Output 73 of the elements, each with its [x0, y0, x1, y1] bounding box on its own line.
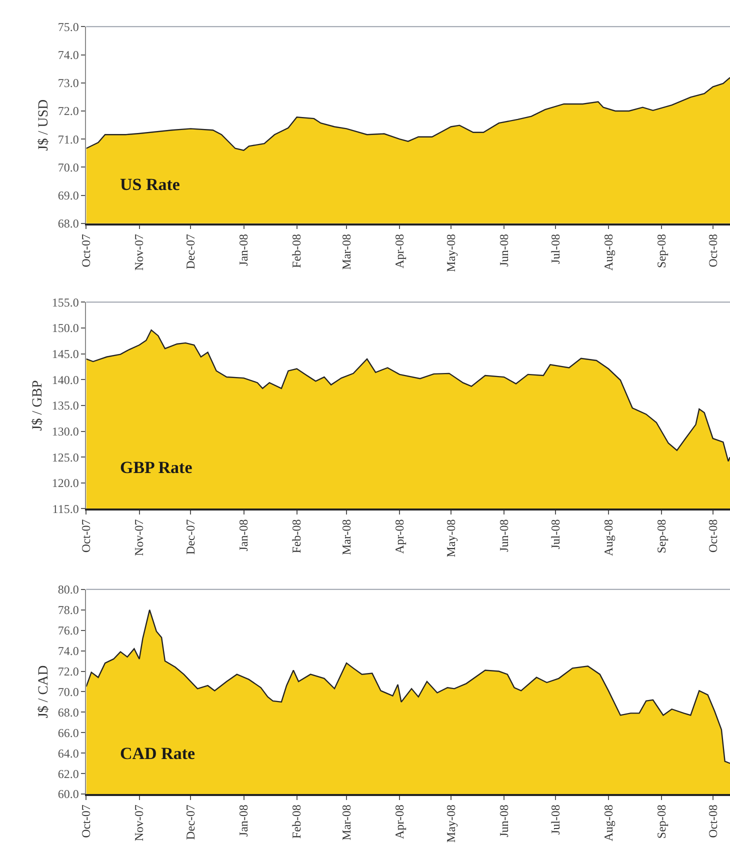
y-tick-label: 72.0 [58, 664, 79, 678]
y-tick-label: 71.0 [58, 132, 79, 146]
x-tick-label: May-08 [444, 234, 458, 272]
y-tick-label: 125.0 [52, 450, 79, 464]
y-axis-title: J$ / USD [36, 99, 52, 151]
x-tick-label: Jan-08 [236, 519, 251, 552]
y-tick-label: 150.0 [52, 321, 79, 336]
x-tick-label: Nov-07 [132, 234, 146, 271]
y-tick-label: 64.0 [58, 746, 79, 760]
x-tick-label: May-08 [444, 519, 458, 558]
x-tick-label: Apr-08 [392, 234, 406, 268]
y-tick-label: 68.0 [58, 216, 79, 231]
y-tick-label: 140.0 [52, 372, 79, 387]
x-tick-label: Jan-08 [236, 804, 251, 837]
x-tick-label: Oct-07 [79, 519, 94, 553]
x-tick-label: Mar-08 [339, 234, 354, 270]
x-tick-label: Nov-07 [132, 519, 146, 556]
x-tick-label: Jun-08 [496, 234, 511, 267]
x-tick-label: Sep-08 [654, 804, 668, 839]
y-tick-label: 72.0 [58, 104, 79, 118]
y-tick-label: 74.0 [58, 48, 79, 62]
y-tick-label: 66.0 [58, 726, 79, 740]
x-tick-label: Oct-07 [79, 234, 94, 268]
y-tick-label: 70.0 [58, 684, 79, 699]
x-tick-label: Dec-07 [184, 519, 198, 555]
x-tick-label: Apr-08 [392, 519, 406, 554]
x-tick-label: Dec-07 [184, 804, 198, 840]
y-tick-label: 75.0 [58, 20, 79, 34]
x-tick-label: Oct-08 [706, 804, 720, 838]
y-tick-label: 73.0 [58, 76, 79, 90]
x-tick-label: Mar-08 [339, 804, 354, 840]
y-tick-label: 78.0 [58, 603, 79, 618]
y-tick-label: 76.0 [58, 624, 79, 638]
x-tick-label: Nov-07 [132, 804, 146, 842]
y-tick-label: 120.0 [52, 476, 79, 490]
y-axis-title: J$ / GBP [30, 380, 46, 431]
x-tick-label: Feb-08 [290, 804, 304, 839]
x-tick-label: Jun-08 [496, 519, 511, 552]
y-tick-label: 74.0 [58, 644, 79, 658]
x-tick-label: Sep-08 [654, 519, 668, 554]
annotation: CAD Rate [120, 744, 196, 763]
x-tick-label: Jul-08 [548, 234, 562, 264]
x-tick-label: Oct-08 [706, 519, 720, 553]
x-tick-label: Jan-08 [236, 234, 251, 266]
x-tick-label: Oct-07 [79, 804, 94, 838]
y-tick-label: 62.0 [58, 766, 79, 781]
y-tick-label: 80.0 [58, 582, 79, 597]
x-tick-label: Sep-08 [654, 234, 668, 268]
x-tick-label: Aug-08 [601, 519, 616, 556]
y-tick-label: 145.0 [52, 346, 79, 361]
x-tick-label: Jun-08 [496, 804, 511, 838]
y-tick-label: 115.0 [52, 502, 79, 516]
y-tick-label: 155.0 [52, 295, 79, 310]
annotation: US Rate [120, 175, 180, 194]
y-tick-label: 68.0 [58, 705, 79, 720]
x-tick-label: Oct-08 [706, 234, 720, 268]
x-tick-label: Jul-08 [548, 804, 562, 835]
x-tick-label: Apr-08 [392, 804, 406, 840]
y-tick-label: 130.0 [52, 424, 79, 438]
x-tick-label: Dec-07 [184, 234, 198, 270]
x-tick-label: Jul-08 [548, 519, 562, 550]
annotation: GBP Rate [120, 458, 193, 477]
y-axis-title: J$ / CAD [36, 665, 52, 718]
y-tick-label: 69.0 [58, 188, 79, 203]
y-tick-label: 60.0 [58, 787, 79, 802]
x-tick-label: Feb-08 [290, 234, 304, 268]
x-tick-label: May-08 [444, 804, 458, 843]
x-tick-label: Feb-08 [290, 519, 304, 554]
x-tick-label: Aug-08 [601, 804, 616, 842]
y-tick-label: 135.0 [52, 398, 79, 413]
y-tick-label: 70.0 [58, 160, 79, 174]
x-tick-label: Aug-08 [601, 234, 616, 271]
x-tick-label: Mar-08 [339, 519, 354, 556]
